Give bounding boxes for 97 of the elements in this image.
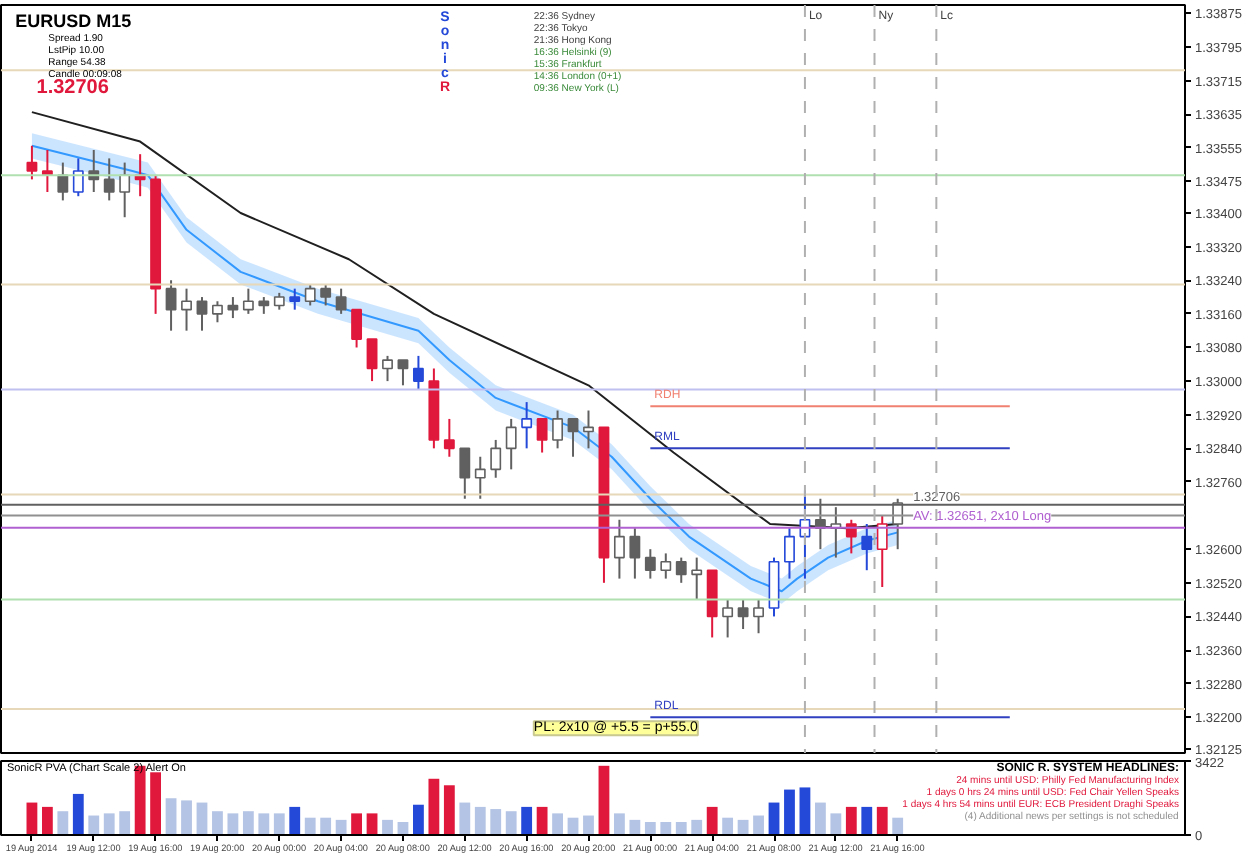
bar xyxy=(474,806,486,835)
bar xyxy=(382,819,393,835)
bar xyxy=(753,815,764,835)
candlestick xyxy=(351,308,363,349)
bar xyxy=(150,772,162,835)
candlestick xyxy=(722,598,734,639)
bar xyxy=(644,822,656,835)
bar xyxy=(119,811,131,835)
bar xyxy=(521,806,533,835)
bar xyxy=(691,819,703,835)
candlestick xyxy=(490,438,502,479)
bar xyxy=(814,802,826,835)
candlestick xyxy=(366,338,378,383)
bar xyxy=(165,798,177,835)
bar xyxy=(459,802,471,835)
bar xyxy=(706,806,718,835)
candlestick xyxy=(227,296,239,320)
candlestick xyxy=(521,401,533,450)
candlestick xyxy=(443,417,455,458)
bar xyxy=(614,813,625,835)
bar xyxy=(88,815,100,835)
bar xyxy=(598,765,610,835)
bar xyxy=(413,804,424,835)
candlestick xyxy=(567,417,579,458)
candlestick xyxy=(629,527,641,580)
candlestick xyxy=(304,283,316,307)
bar xyxy=(505,811,517,835)
candlestick xyxy=(861,522,873,572)
bar xyxy=(784,789,795,835)
candlestick xyxy=(784,527,795,580)
candlestick xyxy=(706,569,718,639)
bar xyxy=(335,819,347,835)
bar xyxy=(428,778,440,835)
bar xyxy=(227,813,239,835)
bar xyxy=(103,813,115,835)
bar xyxy=(737,819,749,835)
candlestick xyxy=(675,556,687,584)
candlestick xyxy=(320,283,332,307)
bar xyxy=(490,809,502,835)
bar xyxy=(304,817,316,835)
bar xyxy=(583,815,594,835)
candlestick xyxy=(644,548,656,580)
bar xyxy=(660,822,672,835)
candlestick xyxy=(397,359,409,387)
bar xyxy=(536,806,548,835)
bar xyxy=(72,793,84,835)
candlestick xyxy=(753,598,764,635)
bar xyxy=(212,811,223,835)
candlestick xyxy=(181,287,192,332)
candlestick xyxy=(691,556,703,601)
candlestick xyxy=(335,287,347,315)
candlestick xyxy=(72,157,84,198)
bar xyxy=(892,817,904,835)
candlestick xyxy=(552,409,564,450)
bar xyxy=(181,800,192,835)
candlestick xyxy=(57,161,69,202)
bar xyxy=(289,806,301,835)
candlestick xyxy=(165,279,177,332)
bar xyxy=(552,813,563,835)
bar xyxy=(273,813,285,835)
bar xyxy=(242,811,254,835)
bar xyxy=(830,813,842,835)
bar xyxy=(320,817,332,835)
chart-title: EURUSD M15 xyxy=(15,10,132,31)
candlestick xyxy=(196,296,208,332)
candlestick xyxy=(119,161,131,219)
bar xyxy=(258,813,270,835)
candlestick xyxy=(412,354,424,391)
annotation: 1.32706 xyxy=(36,76,110,99)
candlestick xyxy=(613,518,625,580)
candlestick xyxy=(289,287,301,311)
candlestick xyxy=(474,455,486,500)
bar xyxy=(861,806,873,835)
bar xyxy=(443,785,455,835)
candlestick xyxy=(242,287,254,315)
bar xyxy=(57,811,69,835)
candlestick xyxy=(26,144,38,181)
bar xyxy=(351,813,362,835)
candlestick xyxy=(459,447,471,500)
candlestick xyxy=(505,417,517,471)
candlestick xyxy=(660,552,672,580)
bar xyxy=(845,806,857,835)
bar xyxy=(134,765,146,835)
candlestick xyxy=(737,598,749,631)
bar xyxy=(366,813,378,835)
candlestick xyxy=(583,409,594,450)
candlestick xyxy=(103,157,115,202)
candlestick xyxy=(212,300,223,324)
bar xyxy=(629,819,641,835)
bar xyxy=(675,822,687,835)
candlestick xyxy=(382,354,393,383)
bar xyxy=(799,787,811,835)
bar xyxy=(722,817,734,835)
candlestick xyxy=(536,417,548,454)
bar xyxy=(41,806,53,835)
bar xyxy=(876,806,888,835)
candlestick xyxy=(876,514,888,589)
